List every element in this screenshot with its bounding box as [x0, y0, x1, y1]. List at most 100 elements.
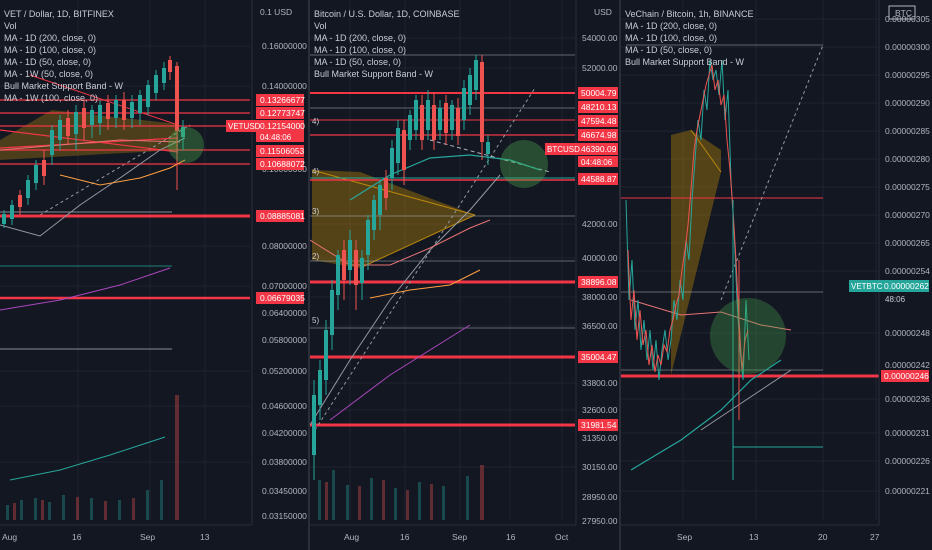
symbol-tag-text: VETUSD [228, 122, 261, 131]
svg-text:44588.87: 44588.87 [581, 174, 617, 184]
svg-text:4): 4) [312, 117, 319, 126]
chart-legend: VET / Dollar, 1D, BITFINEX Vol MA - 1D (… [4, 8, 123, 104]
y-axis-ticks: 0.00000305 0.00000300 0.00000295 0.00000… [885, 14, 930, 496]
svg-text:0.06400000: 0.06400000 [262, 308, 307, 318]
svg-text:0.00000285: 0.00000285 [885, 126, 930, 136]
svg-text:0.13266677: 0.13266677 [260, 95, 305, 105]
svg-text:04:48:06: 04:48:06 [260, 133, 292, 142]
chart-canvas-vetusd[interactable]: 0.1 USD 0.16000000 0.14000000 0.10000000… [0, 0, 308, 550]
svg-text:13: 13 [749, 532, 759, 542]
svg-text:Oct: Oct [555, 532, 569, 542]
chart-panel-vetusd[interactable]: 0.1 USD 0.16000000 0.14000000 0.10000000… [0, 0, 308, 550]
y-axis-ticks: 54000.00 52000.00 42000.00 40000.00 3800… [582, 33, 618, 526]
indicator-label: MA - 1D (200, close, 0) [314, 33, 407, 43]
indicator-label: MA - 1W (100, close, 0) [4, 93, 99, 103]
symbol-tag [226, 120, 256, 132]
svg-text:0.00000270: 0.00000270 [885, 210, 930, 220]
svg-text:52000.00: 52000.00 [582, 63, 618, 73]
svg-text:0.05800000: 0.05800000 [262, 335, 307, 345]
svg-text:Sep: Sep [452, 532, 467, 542]
svg-text:0.07000000: 0.07000000 [262, 281, 307, 291]
svg-text:40000.00: 40000.00 [582, 253, 618, 263]
chart-panel-btcusd[interactable]: 4) 4) 3) 2) 5) USD 54000.00 52000.00 420… [310, 0, 619, 550]
svg-text:16: 16 [506, 532, 516, 542]
svg-text:35004.47: 35004.47 [581, 352, 617, 362]
indicator-label: MA - 1D (50, close, 0) [314, 57, 402, 67]
symbol-tag [545, 143, 578, 155]
svg-text:0.05200000: 0.05200000 [262, 366, 307, 376]
svg-text:50004.79: 50004.79 [581, 88, 617, 98]
svg-text:0.04200000: 0.04200000 [262, 428, 307, 438]
indicator-label: MA - 1W (50, close, 0) [4, 69, 94, 79]
axis-header: 0.1 USD [260, 7, 292, 17]
indicator-label: MA - 1D (100, close, 0) [4, 45, 97, 55]
svg-text:0.14000000: 0.14000000 [262, 81, 307, 91]
svg-text:16: 16 [400, 532, 410, 542]
chart-title: Bitcoin / U.S. Dollar, 1D, COINBASE [314, 9, 460, 19]
svg-text:Aug: Aug [2, 532, 17, 542]
panel-divider[interactable] [619, 0, 621, 550]
chart-panel-vetbtc[interactable]: BTC 0.00000305 0.00000300 0.00000295 0.0… [621, 0, 932, 550]
target-zone-circle [500, 140, 548, 188]
svg-text:2): 2) [312, 252, 319, 261]
svg-text:27: 27 [870, 532, 880, 542]
svg-text:0.00000305: 0.00000305 [885, 14, 930, 24]
svg-text:20: 20 [818, 532, 828, 542]
indicator-label: Bull Market Support Band - W [4, 81, 124, 91]
symbol-tag-text: BTCUSD [547, 145, 580, 154]
svg-text:0.00000246: 0.00000246 [884, 371, 929, 381]
svg-text:0.00000275: 0.00000275 [885, 182, 930, 192]
indicator-label: MA - 1D (50, close, 0) [625, 45, 713, 55]
svg-text:0.16000000: 0.16000000 [262, 41, 307, 51]
svg-text:47594.48: 47594.48 [581, 116, 617, 126]
indicator-label: MA - 1D (200, close, 0) [4, 33, 97, 43]
indicator-label: Vol [314, 21, 327, 31]
svg-text:16: 16 [72, 532, 82, 542]
svg-text:Aug: Aug [344, 532, 359, 542]
indicator-label: MA - 1D (100, close, 0) [314, 45, 407, 55]
svg-text:3): 3) [312, 207, 319, 216]
svg-text:27950.00: 27950.00 [582, 516, 618, 526]
price-labels: 50004.79 48210.13 47594.48 46674.98 4639… [578, 87, 618, 431]
svg-text:0.08000000: 0.08000000 [262, 241, 307, 251]
indicator-label: MA - 1D (100, close, 0) [625, 33, 718, 43]
chart-title: VeChain / Bitcoin, 1h, BINANCE [625, 9, 754, 19]
indicator-label: Bull Market Support Band - W [625, 57, 745, 67]
svg-text:0.00000295: 0.00000295 [885, 70, 930, 80]
svg-text:31981.54: 31981.54 [581, 420, 617, 430]
svg-text:33800.00: 33800.00 [582, 378, 618, 388]
svg-text:0.00000254: 0.00000254 [885, 266, 930, 276]
chart-legend: Bitcoin / U.S. Dollar, 1D, COINBASE Vol … [314, 8, 460, 80]
svg-text:36500.00: 36500.00 [582, 321, 618, 331]
indicator-label: Bull Market Support Band - W [314, 69, 434, 79]
svg-text:4): 4) [312, 167, 319, 176]
svg-text:13: 13 [200, 532, 210, 542]
svg-text:30150.00: 30150.00 [582, 462, 618, 472]
axis-header: USD [594, 7, 612, 17]
x-axis-ticks: Aug 16 Sep 13 [2, 532, 210, 542]
axis-header: BTC [895, 8, 912, 18]
svg-text:31350.00: 31350.00 [582, 433, 618, 443]
svg-text:0.00000265: 0.00000265 [885, 238, 930, 248]
panel-divider[interactable] [308, 0, 310, 550]
svg-text:Sep: Sep [677, 532, 692, 542]
x-axis-ticks: Aug 16 Sep 16 Oct [344, 532, 569, 542]
chart-canvas-vetbtc[interactable]: BTC 0.00000305 0.00000300 0.00000295 0.0… [621, 0, 932, 550]
svg-text:42000.00: 42000.00 [582, 219, 618, 229]
svg-text:0.00000290: 0.00000290 [885, 98, 930, 108]
svg-text:5): 5) [312, 316, 319, 325]
svg-text:0.03800000: 0.03800000 [262, 457, 307, 467]
svg-text:54000.00: 54000.00 [582, 33, 618, 43]
indicator-label: Vol [4, 21, 17, 31]
axis-header-box [888, 5, 916, 20]
svg-text:32600.00: 32600.00 [582, 405, 618, 415]
svg-text:46390.09: 46390.09 [581, 144, 617, 154]
chart-canvas-btcusd[interactable]: 4) 4) 3) 2) 5) USD 54000.00 52000.00 420… [310, 0, 619, 550]
svg-text:0.06679035: 0.06679035 [260, 293, 305, 303]
svg-text:0.11506053: 0.11506053 [260, 146, 305, 156]
svg-text:46674.98: 46674.98 [581, 130, 617, 140]
svg-text:Sep: Sep [140, 532, 155, 542]
target-zone-circle [168, 127, 204, 163]
svg-text:0.00000231: 0.00000231 [885, 428, 930, 438]
svg-text:38000.00: 38000.00 [582, 292, 618, 302]
